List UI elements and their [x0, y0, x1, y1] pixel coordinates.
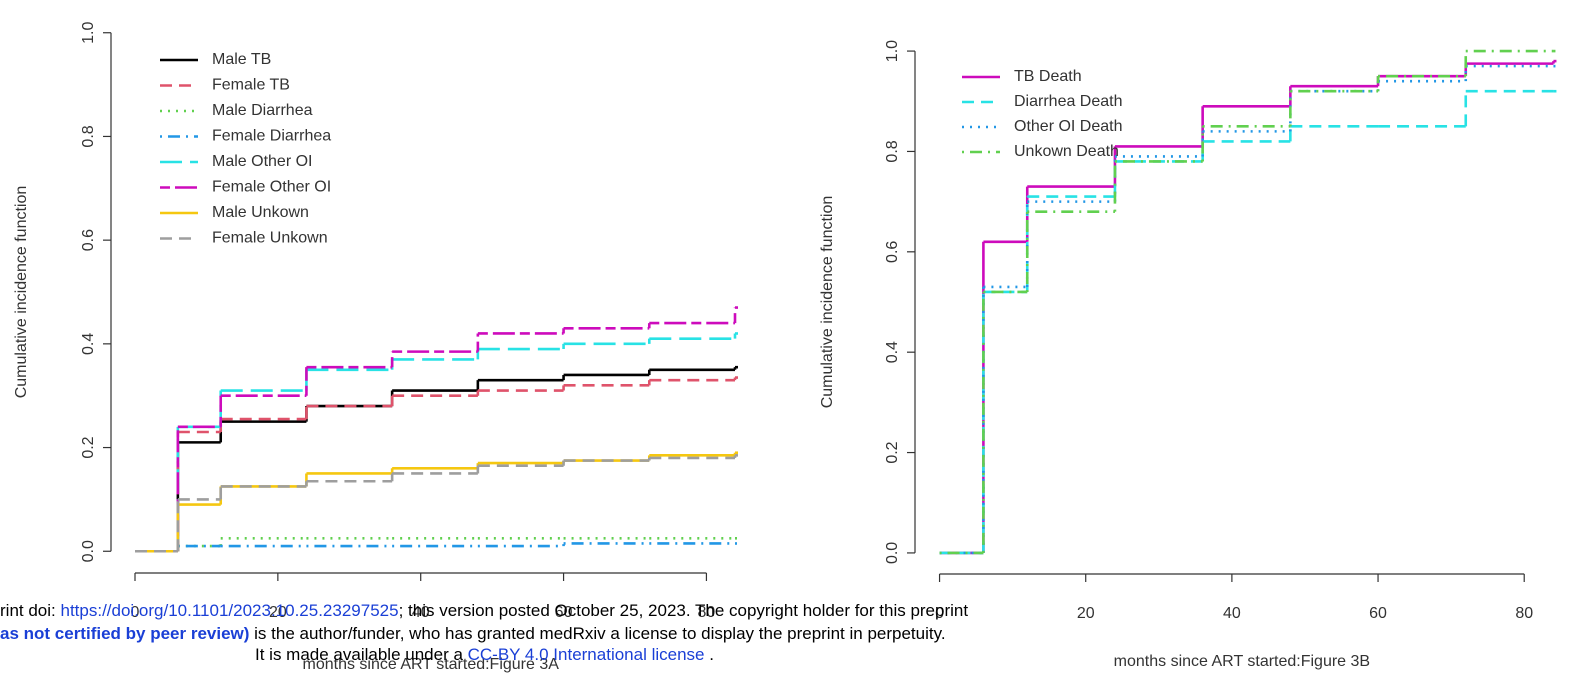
y-axis-title: Cumulative incidence function	[819, 196, 836, 409]
legend-label: Female Diarrhea	[212, 128, 331, 145]
step-riser	[176, 333, 737, 552]
y-tick-label: 1.0	[80, 22, 97, 44]
x-axis-title: months since ART started:Figure 3B	[1114, 653, 1370, 670]
legend-label: Male Unkown	[212, 204, 309, 221]
legend-label: Female TB	[212, 77, 290, 94]
legend-label: TB Death	[1014, 68, 1082, 85]
x-tick-label: 20	[269, 604, 287, 621]
legend-label: Female Unkown	[212, 230, 328, 247]
footer-line: rint doi: https://doi.org/10.1101/2023.1…	[0, 601, 968, 621]
step-riser	[176, 307, 737, 552]
legend-label: Male Other OI	[212, 153, 312, 170]
footer-text: as not certified by peer review)	[0, 624, 250, 643]
y-tick-label: 0.2	[80, 436, 97, 458]
x-tick-label: 80	[1515, 605, 1533, 622]
y-axis-title: Cumulative incidence function	[13, 186, 30, 399]
y-tick-label: 0.2	[884, 441, 901, 463]
footer-text: ; this version posted October 25, 2023. …	[398, 601, 969, 620]
step-riser	[176, 543, 565, 552]
y-tick-label: 0.6	[80, 229, 97, 251]
license-link[interactable]: CC-BY 4.0 International license	[467, 645, 705, 664]
step-riser	[982, 51, 1468, 553]
footer-line: It is made available under a CC-BY 4.0 I…	[255, 645, 714, 665]
legend-label: Male TB	[212, 51, 271, 68]
y-tick-label: 0.4	[884, 341, 901, 363]
x-tick-label: 0	[935, 605, 944, 622]
doi-link[interactable]: https://doi.org/10.1101/2023.10.25.23297…	[60, 601, 399, 620]
y-tick-label: 0.0	[80, 540, 97, 562]
y-tick-label: 0.8	[884, 140, 901, 162]
legend-label: Diarrhea Death	[1014, 93, 1123, 110]
footer-text: .	[704, 645, 714, 664]
step-riser	[176, 455, 737, 552]
step-riser	[176, 377, 737, 552]
y-tick-label: 1.0	[884, 40, 901, 62]
x-tick-label: 60	[1369, 605, 1387, 622]
legend-label: Other OI Death	[1014, 118, 1123, 135]
x-tick-label: 40	[412, 604, 430, 621]
footer-text: is the author/funder, who has granted me…	[249, 624, 946, 643]
x-tick-label: 60	[555, 604, 573, 621]
legend-label: Male Diarrhea	[212, 102, 313, 119]
legend-label: Female Other OI	[212, 179, 331, 196]
x-axis-title: months since ART started:Figure 3A	[303, 656, 560, 673]
footer-line: as not certified by peer review) is the …	[0, 624, 946, 644]
x-tick-label: 80	[698, 604, 716, 621]
y-tick-label: 0.6	[884, 241, 901, 263]
step-riser	[982, 66, 1468, 553]
x-tick-label: 20	[1077, 605, 1095, 622]
y-tick-label: 0.8	[80, 125, 97, 147]
y-tick-label: 0.0	[884, 542, 901, 564]
footer-text: rint doi:	[0, 601, 61, 620]
footer-text: It is made available under a	[255, 645, 468, 664]
legend-label: Unkown Death	[1014, 143, 1119, 160]
x-tick-label: 40	[1223, 605, 1241, 622]
step-riser	[982, 91, 1468, 553]
y-tick-label: 0.4	[80, 333, 97, 355]
x-tick-label: 0	[131, 604, 140, 621]
